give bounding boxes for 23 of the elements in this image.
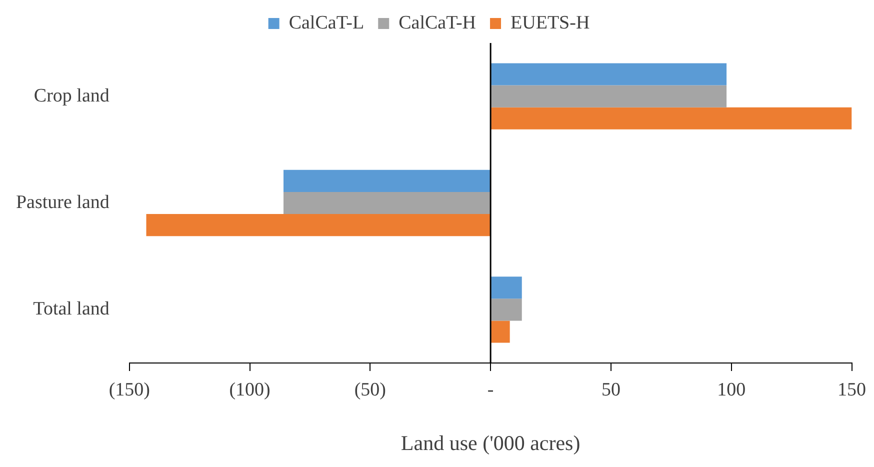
x-tick-label: 100 xyxy=(717,379,746,400)
bar xyxy=(491,320,510,343)
bar xyxy=(491,107,852,130)
bar xyxy=(491,85,727,108)
legend-label: CalCaT-H xyxy=(398,12,476,34)
bar xyxy=(284,170,490,192)
x-tick-label: 50 xyxy=(601,379,620,400)
bar xyxy=(146,214,490,236)
legend-label: CalCaT-L xyxy=(288,12,364,34)
bar xyxy=(491,63,727,86)
bar xyxy=(491,298,522,321)
x-tick-label: - xyxy=(487,379,494,400)
x-tick-label: (150) xyxy=(108,379,150,400)
bar xyxy=(284,192,490,214)
y-tick-label: Pasture land xyxy=(16,192,110,213)
x-tick-label: 150 xyxy=(838,379,866,400)
x-tick-label: (50) xyxy=(354,379,386,400)
x-axis-title: Land use ('000 acres) xyxy=(400,430,580,455)
y-tick-label: Crop land xyxy=(34,85,110,106)
y-tick-label: Total land xyxy=(33,298,110,320)
legend-label: EUETS-H xyxy=(510,12,590,34)
bar xyxy=(491,276,522,299)
x-tick-label: (100) xyxy=(229,379,270,400)
